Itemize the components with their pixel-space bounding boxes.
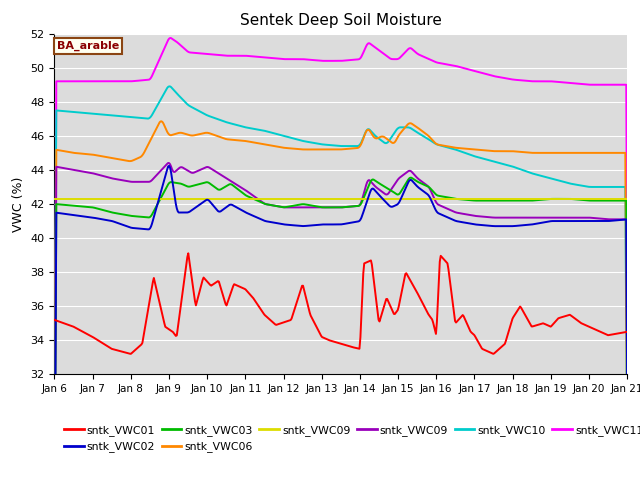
Text: BA_arable: BA_arable <box>57 41 120 51</box>
Legend: sntk_VWC01, sntk_VWC02, sntk_VWC03, sntk_VWC06, sntk_VWC09, sntk_VWC09, sntk_VWC: sntk_VWC01, sntk_VWC02, sntk_VWC03, sntk… <box>60 420 640 456</box>
Y-axis label: VWC (%): VWC (%) <box>12 176 25 232</box>
Title: Sentek Deep Soil Moisture: Sentek Deep Soil Moisture <box>240 13 442 28</box>
